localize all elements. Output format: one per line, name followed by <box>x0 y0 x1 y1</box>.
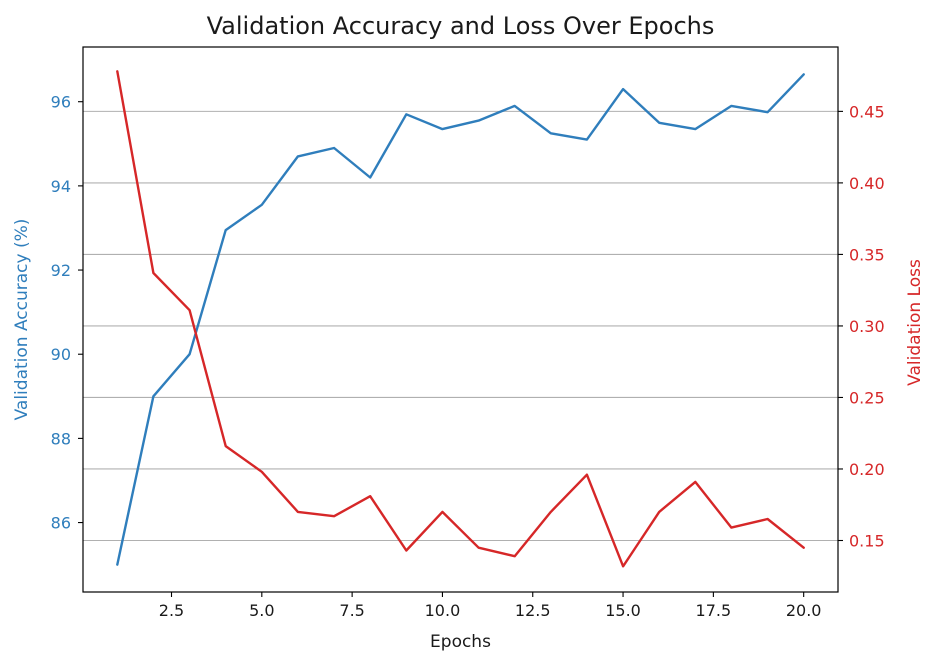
x-axis-label: Epochs <box>430 632 491 652</box>
accuracy-line <box>116 73 805 566</box>
gridlines <box>83 110 838 542</box>
right-y-tick-label: 0.40 <box>849 174 885 193</box>
x-tick-label: 15.0 <box>605 601 641 620</box>
x-tick-label: 7.5 <box>339 601 364 620</box>
right-y-tick-label: 0.15 <box>849 532 885 551</box>
right-y-tick-label: 0.45 <box>849 102 885 121</box>
left-y-tick-label: 96 <box>51 93 71 112</box>
left-y-tick-label: 88 <box>51 429 71 448</box>
x-tick-label: 17.5 <box>696 601 732 620</box>
plot-frame <box>82 46 839 593</box>
x-axis-ticks: 2.5 5.0 7.5 10.0 12.5 15.0 17.5 20.0 <box>159 592 822 620</box>
right-y-axis-label: Validation Loss <box>905 259 925 386</box>
left-y-tick-label: 92 <box>51 261 71 280</box>
x-tick-label: 10.0 <box>425 601 461 620</box>
x-tick-label: 12.5 <box>515 601 551 620</box>
series-lines <box>116 70 805 568</box>
left-y-tick-label: 94 <box>51 177 71 196</box>
x-tick-label: 2.5 <box>159 601 184 620</box>
x-tick-label: 5.0 <box>249 601 274 620</box>
right-y-tick-label: 0.30 <box>849 317 885 336</box>
loss-line <box>116 70 805 568</box>
right-y-axis-ticks: 0.15 0.20 0.25 0.30 0.35 0.40 0.45 <box>838 102 885 551</box>
right-y-tick-label: 0.35 <box>849 245 885 264</box>
right-y-tick-label: 0.20 <box>849 460 885 479</box>
x-tick-label: 20.0 <box>786 601 822 620</box>
left-y-tick-label: 90 <box>51 345 71 364</box>
left-y-axis-label: Validation Accuracy (%) <box>12 219 32 421</box>
right-y-tick-label: 0.25 <box>849 388 885 407</box>
chart-title: Validation Accuracy and Loss Over Epochs <box>207 12 715 40</box>
left-y-tick-label: 86 <box>51 514 71 533</box>
left-y-axis-ticks: 86 88 90 92 94 96 <box>51 93 83 533</box>
